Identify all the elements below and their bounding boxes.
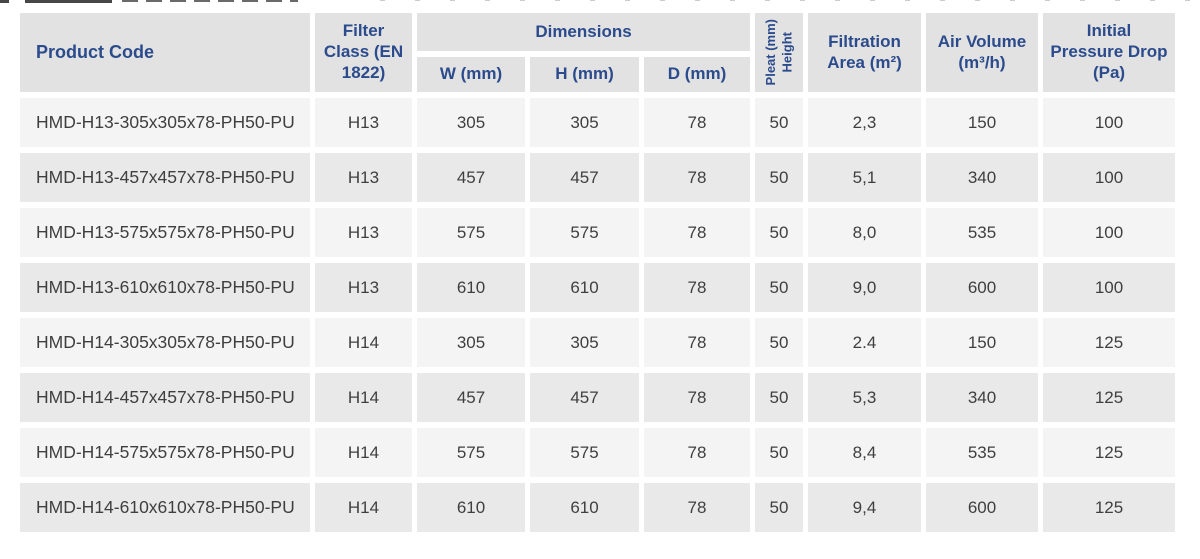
table-row: HMD-H14-457x457x78-PH50-PU H14 457 457 7… xyxy=(20,373,1175,422)
cell-height: 305 xyxy=(530,318,639,367)
cell-air-volume: 600 xyxy=(926,263,1038,312)
cell-air-volume: 340 xyxy=(926,373,1038,422)
column-header-pleat-height: Pleat (mm) Height xyxy=(755,13,803,92)
cell-air-volume: 150 xyxy=(926,318,1038,367)
column-header-initial-pressure-drop: Initial Pressure Drop (Pa) xyxy=(1043,13,1175,92)
cell-filtration-area: 8,0 xyxy=(808,208,921,257)
filter-spec-table: Product Code Filter Class (EN 1822) Dime… xyxy=(15,7,1180,538)
column-header-product-code: Product Code xyxy=(20,13,310,92)
table-row: HMD-H13-610x610x78-PH50-PU H13 610 610 7… xyxy=(20,263,1175,312)
cell-height: 305 xyxy=(530,98,639,147)
cell-pleat-height: 50 xyxy=(755,428,803,477)
header-row-group: Product Code Filter Class (EN 1822) Dime… xyxy=(20,13,1175,92)
cell-filtration-area: 2,3 xyxy=(808,98,921,147)
cell-air-volume: 535 xyxy=(926,208,1038,257)
cell-width: 575 xyxy=(417,428,525,477)
top-crop-artifact xyxy=(0,0,1200,4)
cell-width: 457 xyxy=(417,373,525,422)
cell-depth: 78 xyxy=(644,373,750,422)
cell-pleat-height: 50 xyxy=(755,318,803,367)
cell-filtration-area: 2.4 xyxy=(808,318,921,367)
cell-depth: 78 xyxy=(644,428,750,477)
cell-width: 610 xyxy=(417,483,525,532)
cell-filter-class: H13 xyxy=(315,208,412,257)
cell-filter-class: H14 xyxy=(315,483,412,532)
cell-initial-pressure-drop: 125 xyxy=(1043,373,1175,422)
cell-initial-pressure-drop: 125 xyxy=(1043,483,1175,532)
column-header-filtration-area: Filtration Area (m²) xyxy=(808,13,921,92)
cell-height: 610 xyxy=(530,263,639,312)
table-row: HMD-H14-305x305x78-PH50-PU H14 305 305 7… xyxy=(20,318,1175,367)
cell-initial-pressure-drop: 100 xyxy=(1043,153,1175,202)
table-row: HMD-H13-305x305x78-PH50-PU H13 305 305 7… xyxy=(20,98,1175,147)
cell-product-code: HMD-H13-457x457x78-PH50-PU xyxy=(20,153,310,202)
table-row: HMD-H13-575x575x78-PH50-PU H13 575 575 7… xyxy=(20,208,1175,257)
cell-air-volume: 340 xyxy=(926,153,1038,202)
cell-depth: 78 xyxy=(644,98,750,147)
cell-height: 575 xyxy=(530,208,639,257)
table-row: HMD-H14-610x610x78-PH50-PU H14 610 610 7… xyxy=(20,483,1175,532)
column-header-depth: D (mm) xyxy=(644,57,750,92)
cell-product-code: HMD-H13-610x610x78-PH50-PU xyxy=(20,263,310,312)
cell-air-volume: 535 xyxy=(926,428,1038,477)
cell-depth: 78 xyxy=(644,208,750,257)
cell-height: 575 xyxy=(530,428,639,477)
cell-filter-class: H14 xyxy=(315,428,412,477)
cell-filtration-area: 9,4 xyxy=(808,483,921,532)
column-header-filter-class: Filter Class (EN 1822) xyxy=(315,13,412,92)
cell-width: 305 xyxy=(417,318,525,367)
cell-height: 457 xyxy=(530,153,639,202)
cell-depth: 78 xyxy=(644,318,750,367)
cell-air-volume: 150 xyxy=(926,98,1038,147)
cell-filter-class: H13 xyxy=(315,263,412,312)
header-row-sub: W (mm) H (mm) D (mm) xyxy=(20,57,1175,92)
pleat-height-line1: Pleat (mm) xyxy=(762,19,778,86)
cell-filtration-area: 5,3 xyxy=(808,373,921,422)
cell-depth: 78 xyxy=(644,263,750,312)
cell-filtration-area: 9,0 xyxy=(808,263,921,312)
table-row: HMD-H13-457x457x78-PH50-PU H13 457 457 7… xyxy=(20,153,1175,202)
cell-product-code: HMD-H14-457x457x78-PH50-PU xyxy=(20,373,310,422)
cell-pleat-height: 50 xyxy=(755,373,803,422)
cell-height: 610 xyxy=(530,483,639,532)
cell-initial-pressure-drop: 100 xyxy=(1043,263,1175,312)
cell-pleat-height: 50 xyxy=(755,153,803,202)
cell-product-code: HMD-H14-575x575x78-PH50-PU xyxy=(20,428,310,477)
cell-height: 457 xyxy=(530,373,639,422)
column-header-air-volume: Air Volume (m³/h) xyxy=(926,13,1038,92)
cell-product-code: HMD-H13-305x305x78-PH50-PU xyxy=(20,98,310,147)
cell-depth: 78 xyxy=(644,153,750,202)
cell-width: 610 xyxy=(417,263,525,312)
cell-filter-class: H13 xyxy=(315,98,412,147)
cell-width: 305 xyxy=(417,98,525,147)
column-header-width: W (mm) xyxy=(417,57,525,92)
cell-width: 457 xyxy=(417,153,525,202)
cell-pleat-height: 50 xyxy=(755,483,803,532)
cell-product-code: HMD-H14-610x610x78-PH50-PU xyxy=(20,483,310,532)
column-header-height: H (mm) xyxy=(530,57,639,92)
cell-filter-class: H13 xyxy=(315,153,412,202)
cell-initial-pressure-drop: 125 xyxy=(1043,318,1175,367)
cell-product-code: HMD-H14-305x305x78-PH50-PU xyxy=(20,318,310,367)
pleat-height-vertical-label: Pleat (mm) Height xyxy=(763,19,796,85)
cell-filter-class: H14 xyxy=(315,318,412,367)
cell-product-code: HMD-H13-575x575x78-PH50-PU xyxy=(20,208,310,257)
cell-air-volume: 600 xyxy=(926,483,1038,532)
pleat-height-line2: Height xyxy=(779,32,794,73)
cell-width: 575 xyxy=(417,208,525,257)
cell-depth: 78 xyxy=(644,483,750,532)
cell-initial-pressure-drop: 125 xyxy=(1043,428,1175,477)
cell-pleat-height: 50 xyxy=(755,263,803,312)
cell-pleat-height: 50 xyxy=(755,98,803,147)
cell-filter-class: H14 xyxy=(315,373,412,422)
cell-filtration-area: 8,4 xyxy=(808,428,921,477)
column-header-dimensions-group: Dimensions xyxy=(417,13,750,51)
cell-initial-pressure-drop: 100 xyxy=(1043,208,1175,257)
cell-filtration-area: 5,1 xyxy=(808,153,921,202)
cell-pleat-height: 50 xyxy=(755,208,803,257)
cell-initial-pressure-drop: 100 xyxy=(1043,98,1175,147)
table-row: HMD-H14-575x575x78-PH50-PU H14 575 575 7… xyxy=(20,428,1175,477)
